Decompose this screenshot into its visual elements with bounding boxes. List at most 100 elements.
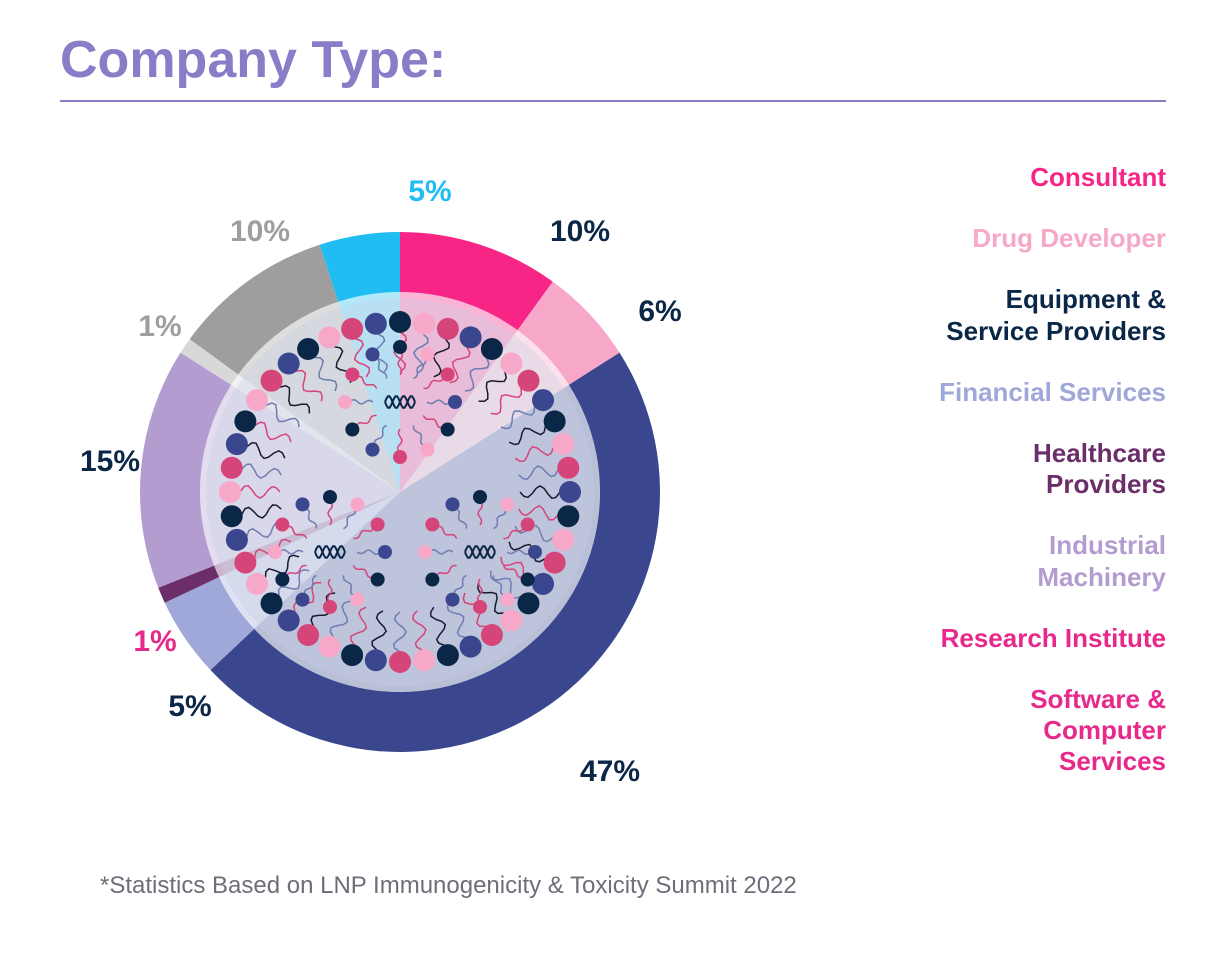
- lipid-head-dot: [234, 410, 256, 432]
- lipid-head-dot: [278, 609, 300, 631]
- donut-chart: 10% 6% 47% 5% 1% 15% 1% 10% 5%: [60, 152, 740, 832]
- inner-lipid-dot: [418, 545, 432, 559]
- inner-lipid-dot: [366, 443, 380, 457]
- legend-item-research_institute: Research Institute: [800, 623, 1166, 654]
- pct-label-equipment_service: 47%: [580, 755, 640, 789]
- inner-lipid-dot: [528, 545, 542, 559]
- lipid-head-dot: [261, 370, 283, 392]
- lipid-head-dot: [532, 573, 554, 595]
- lipid-head-dot: [365, 313, 387, 335]
- lipid-head-dot: [234, 552, 256, 574]
- pct-label-consultant: 10%: [550, 215, 610, 249]
- legend-item-consultant: Consultant: [800, 162, 1166, 193]
- inner-lipid-dot: [446, 497, 460, 511]
- footnote: *Statistics Based on LNP Immunogenicity …: [100, 872, 1166, 900]
- lipid-head-dot: [481, 624, 503, 646]
- inner-lipid-dot: [275, 518, 289, 532]
- lipid-head-dot: [557, 505, 579, 527]
- lipid-head-dot: [559, 481, 581, 503]
- lipid-head-dot: [221, 457, 243, 479]
- inner-lipid-dot: [421, 347, 435, 361]
- pct-label-drug_developer: 6%: [638, 295, 681, 329]
- inner-lipid-dot: [501, 593, 515, 607]
- lipid-head-dot: [532, 389, 554, 411]
- lipid-head-dot: [460, 326, 482, 348]
- inner-lipid-dot: [323, 490, 337, 504]
- inner-lipid-dot: [351, 593, 365, 607]
- lipid-head-dot: [389, 311, 411, 333]
- inner-lipid-dot: [371, 573, 385, 587]
- inner-lipid-dot: [268, 545, 282, 559]
- lipid-head-dot: [365, 649, 387, 671]
- inner-lipid-dot: [501, 497, 515, 511]
- inner-lipid-dot: [448, 395, 462, 409]
- inner-lipid-dot: [441, 368, 455, 382]
- lipid-head-dot: [500, 353, 522, 375]
- pct-label-software_computer: 10%: [230, 215, 290, 249]
- chart-title: Company Type:: [60, 30, 1166, 102]
- lipid-head-dot: [341, 318, 363, 340]
- lipid-head-dot: [318, 326, 340, 348]
- inner-lipid-dot: [345, 423, 359, 437]
- pct-label-industrial_machinery: 15%: [80, 445, 140, 479]
- inner-lipid-dot: [323, 600, 337, 614]
- lipid-head-dot: [460, 636, 482, 658]
- lipid-head-dot: [544, 410, 566, 432]
- lipid-head-dot: [219, 481, 241, 503]
- lipid-head-dot: [500, 609, 522, 631]
- pct-label-_other: 5%: [408, 175, 451, 209]
- inner-lipid-dot: [366, 347, 380, 361]
- lipid-head-dot: [437, 644, 459, 666]
- inner-lipid-dot: [425, 573, 439, 587]
- lipid-head-dot: [413, 313, 435, 335]
- lipid-head-dot: [552, 529, 574, 551]
- inner-lipid-dot: [345, 368, 359, 382]
- lipid-head-dot: [341, 644, 363, 666]
- pct-label-research_institute: 1%: [138, 310, 181, 344]
- inner-lipid-dot: [441, 423, 455, 437]
- legend-item-financial_services: Financial Services: [800, 377, 1166, 408]
- lipid-head-dot: [557, 457, 579, 479]
- inner-lipid-dot: [393, 340, 407, 354]
- inner-lipid-dot: [296, 593, 310, 607]
- lipid-head-dot: [221, 505, 243, 527]
- inner-lipid-dot: [393, 450, 407, 464]
- lipid-head-dot: [318, 636, 340, 658]
- legend-item-software_computer: Software & Computer Services: [800, 684, 1166, 778]
- lipid-head-dot: [246, 389, 268, 411]
- lipid-head-dot: [226, 529, 248, 551]
- lipid-head-dot: [437, 318, 459, 340]
- pct-label-healthcare_providers: 1%: [133, 625, 176, 659]
- lipid-head-dot: [297, 624, 319, 646]
- lipid-head-dot: [389, 651, 411, 673]
- inner-lipid-dot: [521, 518, 535, 532]
- lipid-head-dot: [413, 649, 435, 671]
- inner-lipid-dot: [446, 593, 460, 607]
- main-area: 10% 6% 47% 5% 1% 15% 1% 10% 5% Consultant Drug De…: [60, 152, 1166, 832]
- inner-lipid-dot: [425, 518, 439, 532]
- inner-lipid-dot: [378, 545, 392, 559]
- inner-lipid-dot: [338, 395, 352, 409]
- legend-item-equipment_service: Equipment & Service Providers: [800, 284, 1166, 346]
- lipid-head-dot: [481, 338, 503, 360]
- legend: Consultant Drug Developer Equipment & Serv…: [800, 152, 1166, 777]
- inner-lipid-dot: [473, 490, 487, 504]
- inner-disc: [206, 298, 594, 686]
- inner-lipid-dot: [275, 573, 289, 587]
- lipid-head-dot: [246, 573, 268, 595]
- legend-item-healthcare_providers: Healthcare Providers: [800, 438, 1166, 500]
- inner-lipid-dot: [351, 497, 365, 511]
- lipid-head-dot: [517, 592, 539, 614]
- pct-label-financial_services: 5%: [168, 690, 211, 724]
- lipid-head-dot: [261, 592, 283, 614]
- legend-item-drug_developer: Drug Developer: [800, 223, 1166, 254]
- inner-lipid-dot: [521, 573, 535, 587]
- lipid-head-dot: [297, 338, 319, 360]
- lipid-head-dot: [552, 433, 574, 455]
- inner-lipid-dot: [296, 497, 310, 511]
- inner-lipid-dot: [473, 600, 487, 614]
- lipid-head-dot: [278, 353, 300, 375]
- legend-item-industrial_machinery: Industrial Machinery: [800, 530, 1166, 592]
- lipid-head-dot: [544, 552, 566, 574]
- inner-lipid-dot: [421, 443, 435, 457]
